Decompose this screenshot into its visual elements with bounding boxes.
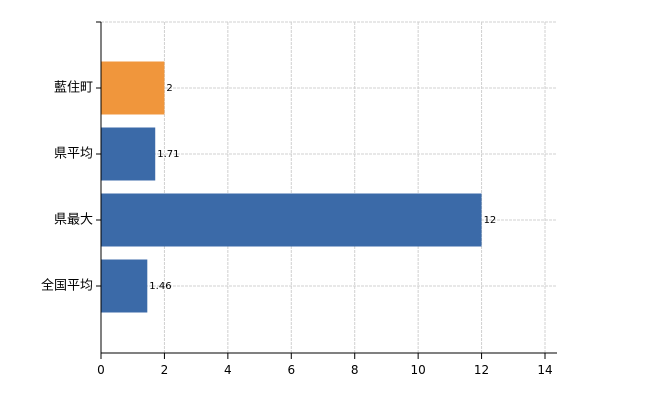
y-tick-label: 県平均 [54,147,93,162]
y-tick-label: 県最大 [54,213,93,228]
x-tick-label: 0 [97,363,105,377]
bar [101,61,165,115]
x-ticks: 0 2 4 6 8 10 12 14 [97,353,553,377]
y-tick-label: 藍住町 [54,81,93,96]
y-tick-label: 全国平均 [41,278,93,294]
data-label: 12 [484,215,497,226]
x-tick-label: 12 [474,363,489,377]
grid [101,21,557,353]
x-tick-label: 8 [351,363,359,377]
bar [101,193,482,247]
axes [96,21,557,354]
data-label: 2 [166,83,172,94]
bar [101,259,148,313]
data-label: 1.71 [157,149,179,160]
x-tick-label: 6 [287,363,295,377]
x-tick-label: 14 [537,363,552,377]
bar [101,127,156,181]
x-tick-label: 2 [161,363,169,377]
data-label: 1.46 [149,281,171,292]
data-labels: 2 1.71 12 1.46 [149,83,496,292]
bars [101,61,482,313]
x-tick-label: 10 [411,363,426,377]
x-tick-label: 4 [224,363,232,377]
